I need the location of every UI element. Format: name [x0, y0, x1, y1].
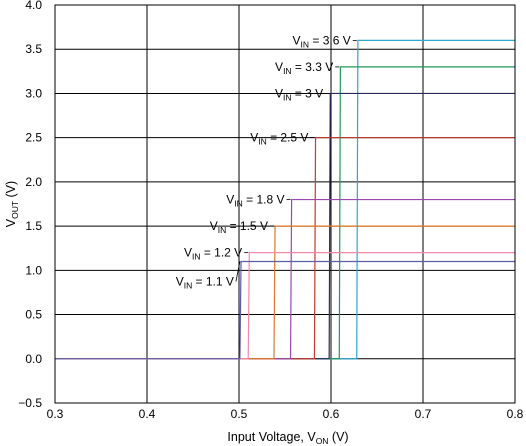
- annotation-vin-3: VIN = 3 V: [275, 86, 323, 102]
- y-tick-label: 3.5: [25, 42, 42, 56]
- y-tick-label: 0.0: [25, 352, 42, 366]
- annotation-vin-3-6: VIN = 3.6 V: [293, 33, 351, 49]
- x-tick-label: 0.7: [415, 407, 432, 421]
- annotation-vin-1-5: VIN = 1.5 V: [210, 219, 268, 235]
- y-tick-label: 4.0: [25, 0, 42, 12]
- y-tick-label: 0.5: [25, 308, 42, 322]
- x-axis-title: Input Voltage, VON (V): [227, 430, 348, 446]
- annotation-vin-3-3: VIN = 3.3 V: [275, 60, 333, 76]
- y-tick-label: 3.0: [25, 86, 42, 100]
- x-tick-labels: 0.3 0.4 0.5 0.6 0.7 0.8: [47, 407, 524, 421]
- series-lines: [55, 39, 515, 360]
- annotation-vin-1-2: VIN = 1.2 V: [184, 246, 242, 262]
- annotation-vin-2-5: VIN = 2.5 V: [250, 131, 308, 147]
- x-tick-label: 0.6: [323, 407, 340, 421]
- annotation-leader: [235, 261, 241, 282]
- annotation-vin-1-1: VIN = 1.1 V: [176, 274, 234, 290]
- y-tick-label: 2.5: [25, 131, 42, 145]
- y-tick-label: −0.5: [18, 396, 42, 410]
- annotation-vin-1-8: VIN = 1.8 V: [226, 193, 284, 209]
- series-annotations: VIN = 1.1 V VIN = 1.2 V VIN = 1.5 V VIN = 1…: [176, 33, 357, 290]
- x-tick-label: 0.8: [507, 407, 524, 421]
- x-tick-label: 0.4: [139, 407, 156, 421]
- series-line-vin-1-1: [55, 260, 515, 360]
- x-tick-label: 0.5: [231, 407, 248, 421]
- y-tick-label: 1.5: [25, 219, 42, 233]
- plot-frame: [54, 4, 516, 404]
- y-tick-label: 2.0: [25, 175, 42, 189]
- x-tick-label: 0.3: [47, 407, 64, 421]
- plot-background: [55, 5, 515, 403]
- y-axis-title: VOUT (V): [4, 181, 20, 227]
- y-tick-labels: −0.5 0.0 0.5 1.0 1.5 2.0 2.5 3.0 3.5 4.0: [18, 0, 42, 410]
- y-tick-label: 1.0: [25, 263, 42, 277]
